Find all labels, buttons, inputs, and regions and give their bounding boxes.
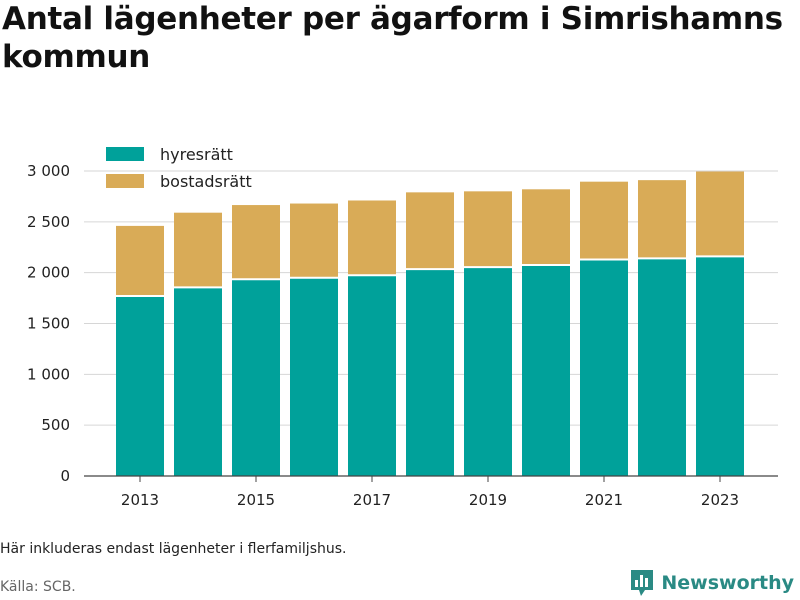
bar-segment <box>464 191 512 268</box>
bar-segment <box>348 200 396 276</box>
bar-segment <box>696 256 744 476</box>
y-tick-label: 500 <box>41 416 70 434</box>
stacked-bar-chart: 0 500 1 000 1 500 2 000 2 500 3 000 2013 2015 201… <box>27 145 778 509</box>
bar-segment <box>522 189 570 266</box>
axes: 0 500 1 000 1 500 2 000 2 500 3 000 2013 2015 201… <box>27 162 778 509</box>
x-tick-label: 2023 <box>701 491 739 509</box>
y-tick-label: 3 000 <box>27 162 70 180</box>
bar-segment <box>406 269 454 476</box>
brand-name: Newsworthy <box>661 572 794 594</box>
y-tick-label: 1 500 <box>27 315 70 333</box>
y-tick-label: 2 000 <box>27 264 70 282</box>
y-tick-label: 0 <box>60 467 70 485</box>
bar-chart-logo-icon <box>631 570 654 596</box>
x-tick-label: 2021 <box>585 491 623 509</box>
legend-label: bostadsrätt <box>160 172 252 191</box>
bar-segment <box>174 287 222 476</box>
bar-segment <box>232 205 280 280</box>
bar-segment <box>464 267 512 476</box>
brand-logo[interactable]: Newsworthy <box>629 566 794 600</box>
bar-segment <box>638 180 686 259</box>
legend-swatch <box>106 147 144 161</box>
bar-segment <box>116 225 164 297</box>
x-tick-label: 2015 <box>237 491 275 509</box>
bars <box>116 171 744 476</box>
bar-segment <box>290 203 338 278</box>
legend-swatch <box>106 174 144 188</box>
bar-segment <box>638 258 686 476</box>
chart-title: Antal lägenheter per ägarform i Simrisha… <box>2 1 783 75</box>
bar-segment <box>290 277 338 476</box>
x-tick-label: 2017 <box>353 491 391 509</box>
bar-segment <box>232 279 280 476</box>
bar-segment <box>580 259 628 476</box>
legend-label: hyresrätt <box>160 145 233 164</box>
bar-segment <box>174 212 222 288</box>
bar-segment <box>406 192 454 270</box>
y-tick-label: 2 500 <box>27 213 70 231</box>
bar-segment <box>348 275 396 476</box>
bar-segment <box>522 265 570 476</box>
bar-segment <box>116 296 164 476</box>
footnote: Här inkluderas endast lägenheter i flerf… <box>0 541 347 557</box>
x-tick-label: 2013 <box>121 491 159 509</box>
bar-segment <box>580 181 628 260</box>
y-tick-label: 1 000 <box>27 365 70 383</box>
bar-segment <box>696 171 744 257</box>
source-note: Källa: SCB. <box>0 579 76 595</box>
x-tick-label: 2019 <box>469 491 507 509</box>
legend: hyresrätt bostadsrätt <box>106 145 252 191</box>
